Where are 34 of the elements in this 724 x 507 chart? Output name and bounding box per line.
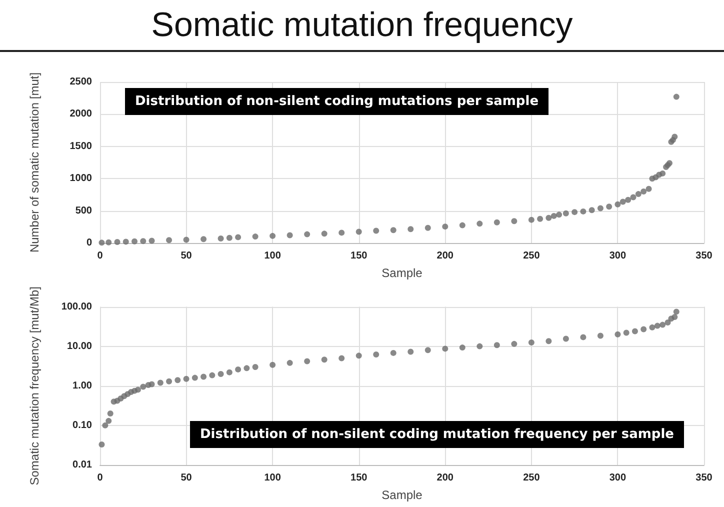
x-tick-label: 150 <box>350 472 368 484</box>
x-tick-label: 200 <box>436 472 454 484</box>
y-tick-label: 500 <box>75 205 92 216</box>
x-tick-label: 350 <box>696 472 713 484</box>
x-tick-label: 350 <box>696 250 713 262</box>
x-tick-label: 300 <box>609 250 626 262</box>
y-tick-label: 0 <box>86 238 92 248</box>
y-tick-label: 10.00 <box>66 340 92 352</box>
x-tick-label: 100 <box>264 472 282 484</box>
y-tick-label: 0.01 <box>72 460 92 470</box>
annotation: Distribution of non-silent coding mutations per sample <box>135 94 539 109</box>
x-tick-label: 250 <box>523 250 540 262</box>
chart-title: Somatic mutation frequency <box>150 5 574 46</box>
y-axis-title: Somatic mutation frequency [mut/Mb] <box>28 286 42 486</box>
y-tick-label: 1.00 <box>72 380 92 392</box>
x-tick-label: 50 <box>180 250 192 262</box>
y-axis-title: Number of somatic mutation [mut] <box>28 72 42 253</box>
x-tick-label: 300 <box>609 472 626 484</box>
x-axis-title: Sample <box>382 488 423 502</box>
y-tick-label: 1000 <box>70 173 92 184</box>
y-tick-label: 1500 <box>70 140 92 152</box>
y-tick-label: 0.10 <box>72 420 92 431</box>
x-tick-label: 200 <box>436 250 454 262</box>
y-tick-label: 100.00 <box>61 301 92 312</box>
y-tick-label: 2500 <box>70 76 92 88</box>
x-tick-label: 250 <box>523 472 540 484</box>
x-tick-label: 50 <box>180 472 192 484</box>
x-tick-label: 100 <box>264 250 282 262</box>
x-tick-label: 0 <box>97 250 104 262</box>
x-axis-title: Sample <box>382 266 423 280</box>
x-tick-label: 150 <box>350 250 368 262</box>
x-tick-label: 0 <box>97 472 104 484</box>
annotation: Distribution of non-silent coding mutation frequency per sample <box>200 427 674 442</box>
y-tick-label: 2000 <box>70 108 92 120</box>
